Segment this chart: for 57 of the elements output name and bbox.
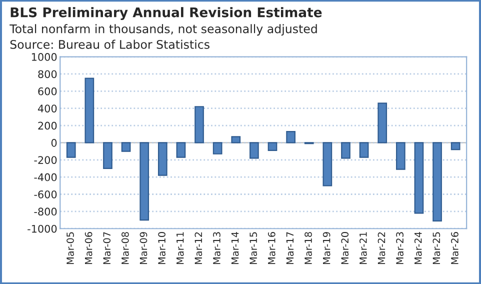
bar — [250, 142, 259, 159]
x-tick-label: Mar-11 — [176, 232, 184, 264]
bar — [378, 102, 388, 144]
chart-subtitle: Total nonfarm in thousands, not seasonally adjusted — [10, 24, 317, 36]
x-tick-label: Mar-05 — [66, 232, 74, 264]
bar — [66, 142, 76, 158]
y-tick-label: -400 — [34, 173, 57, 182]
bar — [432, 142, 442, 222]
x-tick-label: Mar-23 — [396, 232, 404, 264]
bar — [158, 142, 168, 176]
bar — [84, 78, 94, 144]
bar — [121, 142, 131, 152]
bar — [414, 142, 424, 214]
x-tick-label: Mar-16 — [268, 232, 276, 264]
x-tick-label: Mar-08 — [122, 232, 129, 264]
x-tick-label: Mar-13 — [213, 232, 220, 264]
x-tick-label: Mar-10 — [158, 232, 166, 264]
x-tick-label: Mar-20 — [341, 232, 349, 264]
bar — [103, 142, 112, 170]
y-tick-label: 400 — [38, 104, 57, 112]
y-tick-label: -800 — [34, 208, 57, 216]
bar — [140, 142, 150, 221]
x-tick-label: Mar-06 — [84, 232, 92, 264]
x-tick-label: Mar-14 — [231, 232, 239, 264]
source-note: Source: Bureau of Labor Statistics — [10, 40, 210, 49]
y-tick-label: 1000 — [32, 53, 57, 61]
x-tick-label: Mar-18 — [304, 232, 312, 264]
x-tick-label: Mar-15 — [250, 232, 258, 264]
x-tick-label: Mar-07 — [103, 232, 111, 264]
x-tick-label: Mar-21 — [360, 232, 367, 264]
x-tick-label: Mar-22 — [378, 232, 386, 264]
bar — [450, 142, 460, 150]
x-tick-label: Mar-25 — [432, 232, 440, 264]
x-tick-label: Mar-09 — [140, 232, 148, 264]
y-tick-label: 0 — [51, 138, 57, 147]
bar — [268, 142, 278, 151]
y-tick-label: -1000 — [28, 224, 57, 233]
x-tick-label: Mar-24 — [414, 232, 422, 264]
x-tick-label: Mar-19 — [322, 232, 330, 264]
bar — [341, 142, 350, 159]
y-tick-label: 200 — [38, 122, 57, 130]
x-tick-label: Mar-12 — [194, 232, 202, 264]
bar — [176, 142, 186, 158]
x-tick-label: Mar-17 — [286, 232, 294, 264]
x-tick-label: Mar-26 — [451, 232, 458, 264]
bar — [396, 142, 406, 170]
bar — [322, 142, 332, 186]
y-tick-label: -200 — [34, 156, 57, 164]
bar — [286, 130, 296, 144]
bar — [194, 106, 204, 144]
bar — [359, 142, 369, 158]
y-tick-label: 800 — [38, 70, 57, 78]
bar — [212, 142, 222, 154]
chart-title: BLS Preliminary Annual Revision Estimate — [10, 7, 322, 20]
bar — [231, 136, 241, 144]
y-tick-label: 600 — [38, 87, 57, 96]
y-tick-label: -600 — [34, 190, 57, 198]
